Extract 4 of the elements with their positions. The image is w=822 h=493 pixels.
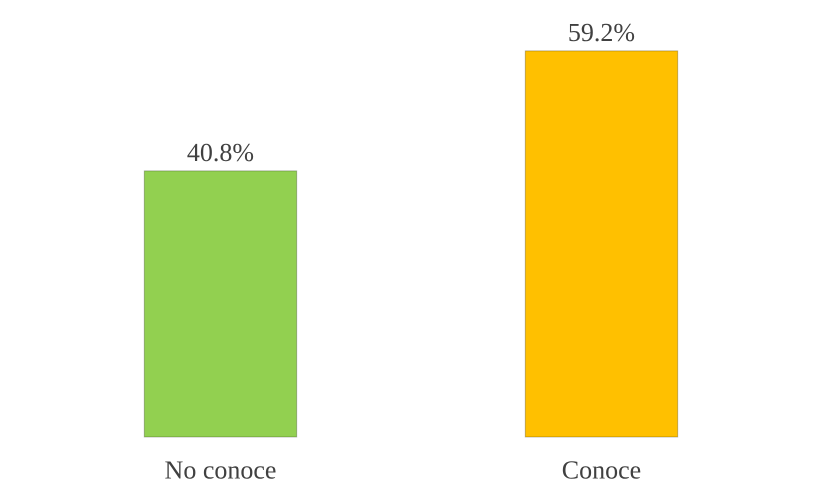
data-label: 40.8% [186,138,254,167]
data-label: 59.2% [568,18,636,47]
x-tick-label: No conoce [164,456,276,484]
x-tick-label: Conoce [562,456,642,484]
